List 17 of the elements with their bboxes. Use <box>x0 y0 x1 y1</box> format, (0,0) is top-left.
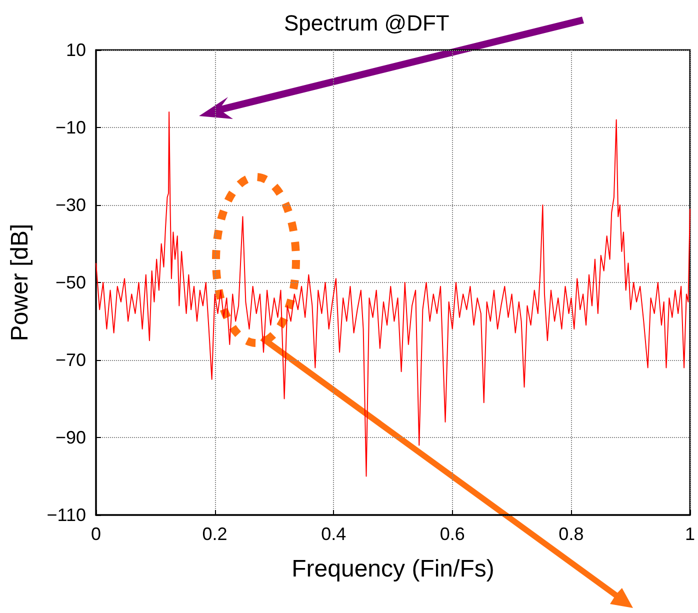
text: Spectrum @DFT <box>284 10 450 36</box>
x-tick-label: 1 <box>684 524 695 544</box>
x-axis-title: Frequency (Fin/Fs) <box>292 556 494 582</box>
x-tick-label: 0 <box>90 524 102 544</box>
y-tick-label: −110 <box>46 505 86 525</box>
x-tick-label: 0.2 <box>202 524 228 544</box>
x-tick-label: 0.6 <box>440 524 465 544</box>
x-tick-label: 0.8 <box>558 524 584 544</box>
y-axis-title: Power [dB] <box>6 224 34 342</box>
y-tick-label: −50 <box>55 272 86 292</box>
y-tick-label: −70 <box>55 350 86 370</box>
y-tick-label: −90 <box>55 428 86 448</box>
x-tick-label: 0.4 <box>321 524 346 544</box>
y-tick-label: −30 <box>55 195 86 215</box>
line-series <box>96 112 690 477</box>
y-tick-label: −10 <box>55 118 86 138</box>
y-tick-label: 10 <box>66 40 86 60</box>
